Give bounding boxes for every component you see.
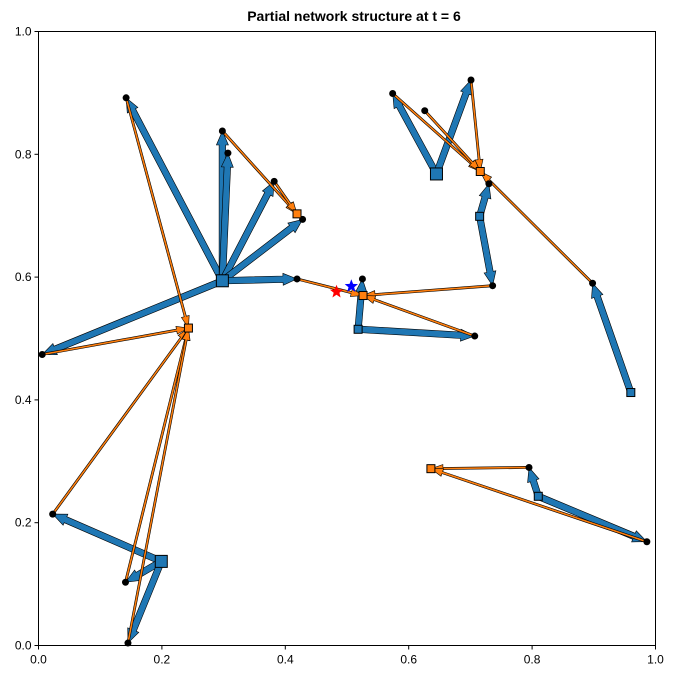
network-node [121, 578, 129, 586]
blue-hub-node [429, 167, 443, 181]
network-node [293, 275, 301, 283]
orange-edge-arrow [362, 295, 476, 338]
blue-edge-arrow [476, 215, 497, 287]
orange-hub-node [358, 291, 368, 301]
network-node [467, 76, 475, 84]
orange-edge-arrow [51, 327, 189, 516]
blue-edge-arrow [536, 492, 648, 543]
blue-edge-arrow [41, 277, 224, 356]
star-layer [329, 279, 358, 298]
x-tick-label: 0.4 [277, 653, 294, 667]
network-node [389, 90, 397, 98]
orange-edge-arrow [391, 92, 482, 173]
network-node [525, 463, 533, 471]
x-tick-label: 0.6 [400, 653, 417, 667]
orange-edge-arrow [41, 325, 190, 356]
orange-edge-arrow [124, 97, 190, 330]
orange-edge-arrow [124, 327, 190, 583]
y-tick-label: 0.0 [15, 639, 32, 653]
y-axis: 0.0 0.2 0.4 0.6 0.8 1.0 [15, 25, 39, 653]
blue-edge-arrow [218, 152, 234, 282]
blue-edge-arrow [219, 218, 304, 284]
network-node [485, 180, 493, 188]
network-node [471, 332, 479, 340]
orange-edge-arrow [429, 464, 530, 473]
orange-edge-layer [41, 79, 648, 644]
orange-edge-arrow [126, 327, 191, 644]
x-tick-label: 0.8 [524, 653, 541, 667]
blue-hub-node [626, 388, 636, 398]
blue-hub-node [154, 554, 168, 568]
orange-edge-arrow [296, 277, 364, 297]
network-node [124, 639, 132, 647]
red-star-marker [329, 284, 344, 298]
orange-hub-node [183, 323, 193, 333]
orange-edge-arrow [362, 284, 494, 299]
blue-hub-node [475, 211, 485, 221]
orange-hub-node [475, 166, 485, 176]
x-tick-label: 1.0 [647, 653, 664, 667]
x-tick-label: 0.2 [154, 653, 171, 667]
x-tick-label: 0.0 [30, 653, 47, 667]
orange-edge-arrow [479, 170, 594, 285]
orange-hub-node [292, 209, 302, 219]
y-tick-label: 0.4 [15, 393, 32, 407]
blue-edge-arrow [221, 272, 298, 286]
x-axis: 0.0 0.2 0.4 0.6 0.8 1.0 [30, 645, 664, 667]
network-node [224, 149, 232, 157]
blue-edge-arrow [591, 282, 635, 394]
blue-edge-arrow [125, 97, 226, 283]
blue-hub-node [215, 274, 229, 288]
blue-edge-arrow [433, 79, 473, 176]
blue-hub-node [353, 324, 363, 334]
node-layer [38, 76, 651, 647]
y-tick-label: 0.6 [15, 270, 32, 284]
orange-edge-arrow [430, 468, 648, 544]
network-node [643, 538, 651, 546]
blue-hub-node [533, 491, 543, 501]
network-node [270, 177, 278, 185]
network-node [218, 127, 226, 135]
blue-edge-arrow [219, 180, 275, 283]
hub-layer [154, 166, 636, 568]
orange-hub-node [426, 464, 436, 474]
blue-star-marker [344, 279, 358, 292]
orange-edge-arrow [221, 129, 298, 215]
y-tick-label: 0.2 [15, 516, 32, 530]
y-tick-label: 0.8 [15, 147, 32, 161]
blue-edge-arrow [52, 513, 163, 565]
network-node [589, 279, 597, 287]
orange-edge-arrow [272, 180, 298, 215]
network-node [38, 350, 46, 358]
blue-edge-arrow [354, 278, 368, 330]
network-node [421, 107, 429, 115]
blue-edge-layer [41, 79, 648, 644]
chart-title: Partial network structure at t = 6 [247, 8, 461, 24]
y-tick-label: 1.0 [15, 25, 32, 39]
orange-edge-arrow [469, 79, 484, 173]
network-node [122, 94, 130, 102]
network-node [358, 275, 366, 283]
network-node [49, 510, 57, 518]
network-node [489, 282, 497, 290]
blue-edge-arrow [392, 92, 440, 176]
plot-frame [38, 31, 656, 646]
